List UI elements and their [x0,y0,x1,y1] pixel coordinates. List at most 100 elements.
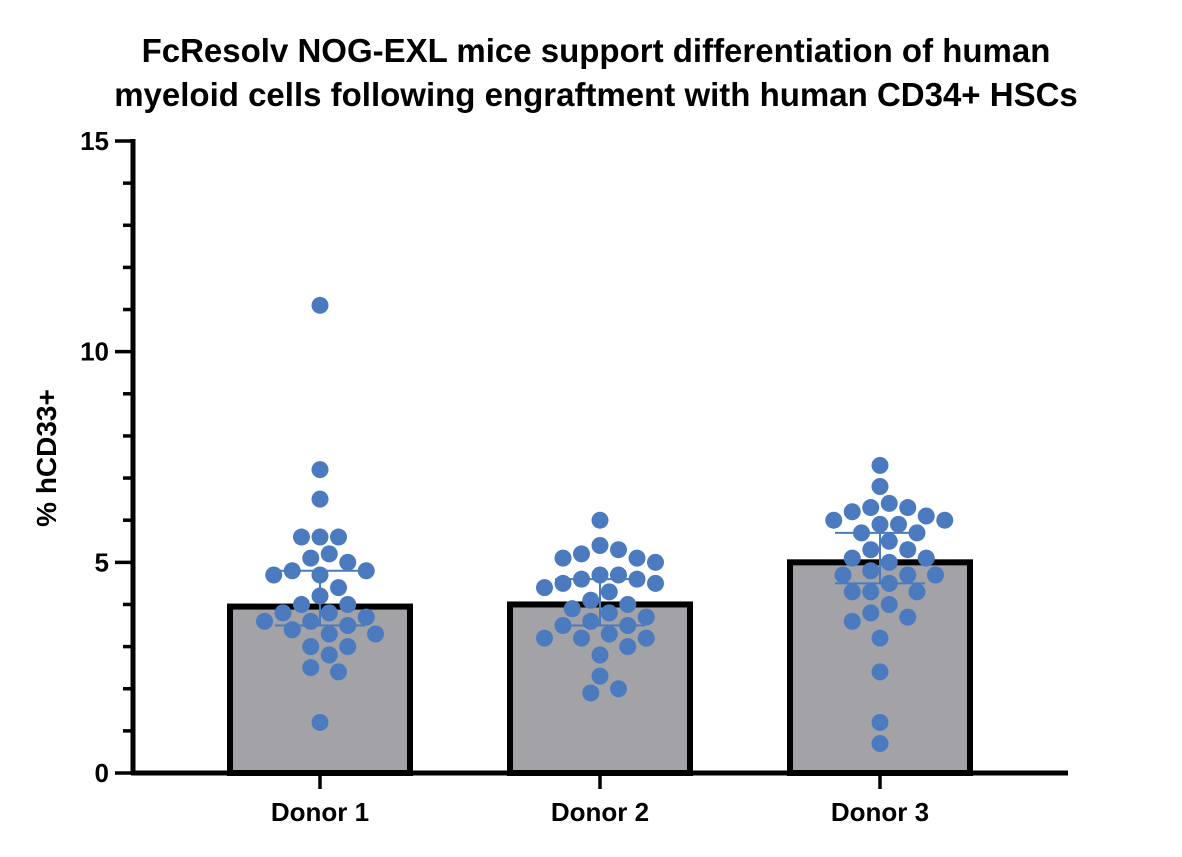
labels-layer: 0 5 10 15 Donor 1 Donor 2 Donor 3 [80,126,929,827]
data-point [610,541,627,559]
data-point [628,549,646,567]
data-point [899,499,917,517]
data-point [573,629,590,647]
data-point [927,566,944,584]
x-tick-label-3: Donor 3 [831,797,929,827]
data-point [862,499,880,517]
bar-2 [507,601,693,777]
data-point [330,528,347,546]
data-point [637,608,655,626]
data-point [871,735,889,753]
data-point [871,629,889,647]
data-point [573,545,590,563]
data-point [311,296,329,314]
data-point [320,646,338,664]
data-point [283,621,301,639]
data-point [265,566,283,584]
data-point [293,595,310,613]
data-point [274,604,292,622]
x-tick-label-2: Donor 2 [551,797,649,827]
data-point [582,591,600,609]
data-point [302,549,320,567]
data-point [367,625,384,643]
data-point [862,562,880,580]
data-point [563,600,581,618]
data-point [936,511,954,529]
data-point [880,553,898,571]
data-point [843,549,861,567]
data-point [862,541,880,559]
data-point [320,545,338,563]
data-point [871,477,889,495]
data-point [582,684,600,702]
data-point [536,579,553,597]
data-point [320,625,338,643]
data-point [591,646,609,664]
error-bars-layer [275,531,925,627]
data-point [600,625,618,643]
data-point [862,604,880,622]
data-point [302,659,320,677]
axes-layer [115,139,1068,789]
data-point [591,536,609,554]
data-point [582,612,600,630]
data-point [917,549,935,567]
data-point [825,511,843,529]
data-point [843,612,861,630]
data-point [880,532,898,550]
data-point [339,595,357,613]
data-point [591,667,609,685]
data-point [330,663,347,681]
data-point [302,612,320,630]
y-tick-label: 5 [95,547,109,577]
data-point [619,595,637,613]
data-point [610,566,627,584]
data-point [339,638,357,656]
data-point [843,583,861,601]
y-tick-label: 10 [80,337,109,367]
data-point [908,583,926,601]
data-point [871,515,889,533]
data-point [339,553,357,571]
y-tick-label: 0 [95,758,109,788]
chart-title-line-2: myeloid cells following engraftment with… [114,76,1078,113]
data-point [600,604,618,622]
data-point [647,574,664,592]
data-point [311,461,329,479]
points-layer [256,296,954,753]
data-point [917,507,935,525]
data-point [320,604,338,622]
data-point [256,612,273,630]
data-point [619,638,637,656]
data-point [302,638,320,656]
data-point [311,528,329,546]
data-point [311,713,329,731]
y-tick-label: 15 [80,126,109,156]
x-tick-label-1: Donor 1 [271,797,369,827]
data-point [591,511,609,529]
data-point [293,528,310,546]
data-point [899,566,917,584]
data-point [880,595,898,613]
y-axis-label: % hCD33+ [31,389,62,527]
data-point [899,608,917,626]
data-point [610,680,627,698]
data-point [871,713,889,731]
data-point [647,553,664,571]
data-point [637,629,655,647]
data-point [536,629,553,647]
data-point [554,574,572,592]
data-point [890,515,907,533]
data-point [880,494,898,512]
data-point [862,583,880,601]
data-point [871,456,889,474]
data-point [311,490,329,508]
data-point [834,566,852,584]
chart-title-line-1: FcResolv NOG-EXL mice support differenti… [142,32,1051,69]
data-point [357,562,375,580]
data-point [899,541,917,559]
data-point [843,503,861,521]
data-point [871,663,889,681]
data-point [554,549,572,567]
